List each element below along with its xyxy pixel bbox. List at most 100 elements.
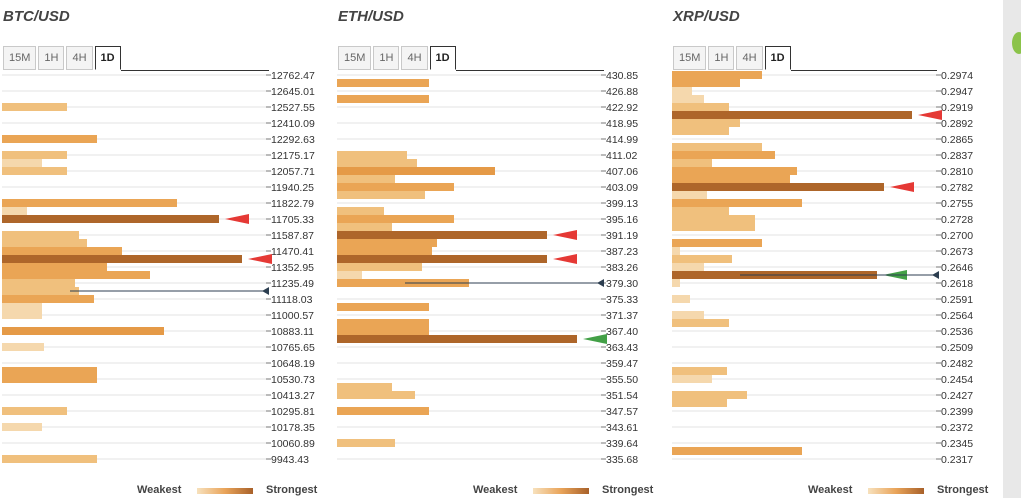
confluence-bar <box>672 247 680 255</box>
tick-label: 430.85 <box>606 70 638 82</box>
timeframe-tabs: 15M 1H 4H 1D <box>3 46 123 70</box>
tick-label: 0.2673 <box>941 246 973 258</box>
confluence-bar <box>672 167 797 175</box>
legend-strongest: Strongest <box>602 484 654 496</box>
confluence-bar <box>672 263 704 271</box>
tick-label: 0.2919 <box>941 102 973 114</box>
tick-label: 363.43 <box>606 342 638 354</box>
resistance-marker-icon <box>890 182 914 192</box>
confluence-bar <box>672 183 884 191</box>
tick-label: 0.2892 <box>941 118 973 130</box>
tick-label: 375.33 <box>606 294 638 306</box>
legend-gradient <box>533 488 589 494</box>
tick-label: 414.99 <box>606 134 638 146</box>
timeframe-tabs: 15M 1H 4H 1D <box>673 46 793 70</box>
tick-label: 0.2974 <box>941 70 973 82</box>
tab-15m[interactable]: 15M <box>3 46 37 70</box>
confluence-bar <box>672 295 690 303</box>
tab-1h[interactable]: 1H <box>38 46 65 70</box>
tick-label: 0.2646 <box>941 262 973 274</box>
tick-label: 0.2728 <box>941 214 973 226</box>
tab-1h[interactable]: 1H <box>373 46 400 70</box>
tick-label: 335.68 <box>606 454 638 466</box>
tick-label: 0.2782 <box>941 182 973 194</box>
tab-15m[interactable]: 15M <box>673 46 707 70</box>
panel-title: ETH/USD <box>338 8 404 25</box>
tick-label: 383.26 <box>606 262 638 274</box>
confluence-bar <box>2 199 177 207</box>
confluence-bar <box>672 79 740 87</box>
confluence-chart: 0.2974 0.2947 0.2919 0.2892 0.2865 0.2837 0.28… <box>672 70 973 466</box>
resistance-marker-icon <box>918 110 942 120</box>
tab-1d[interactable]: 1D <box>429 46 456 70</box>
confluence-bar <box>337 439 395 447</box>
legend-strongest: Strongest <box>937 484 989 496</box>
confluence-bar <box>672 375 712 383</box>
tick-label: 0.2399 <box>941 406 973 418</box>
tab-4h[interactable]: 4H <box>401 46 428 70</box>
tick-label: 379.30 <box>606 278 638 290</box>
tab-1d[interactable]: 1D <box>764 46 791 70</box>
tab-15m[interactable]: 15M <box>338 46 372 70</box>
confluence-bar <box>2 255 242 263</box>
tick-label: 0.2810 <box>941 166 973 178</box>
confluence-bar <box>672 191 707 199</box>
tick-label: 11940.25 <box>271 182 314 194</box>
confluence-bar <box>337 159 417 167</box>
confluence-bar <box>2 271 150 279</box>
confluence-bar <box>672 447 802 455</box>
tick-label: 407.06 <box>606 166 638 178</box>
tick-label: 12292.63 <box>271 134 315 146</box>
tick-label: 0.2564 <box>941 310 973 322</box>
confluence-bar <box>672 239 762 247</box>
tick-label: 399.13 <box>606 198 638 210</box>
tick-label: 11705.33 <box>271 214 314 226</box>
panel-title: BTC/USD <box>3 8 70 25</box>
confluence-bar <box>672 95 704 103</box>
confluence-bar <box>337 215 454 223</box>
tab-underline <box>456 70 604 71</box>
confluence-bar <box>2 103 67 111</box>
tick-label: 0.2509 <box>941 342 973 354</box>
tick-label: 11470.41 <box>271 246 314 258</box>
tab-4h[interactable]: 4H <box>66 46 93 70</box>
tick-label: 10295.81 <box>271 406 315 418</box>
confluence-bar <box>2 247 122 255</box>
tick-label: 10530.73 <box>271 374 315 386</box>
confluence-bar <box>337 255 547 263</box>
confluence-bar <box>672 143 762 151</box>
confluence-bar <box>337 239 437 247</box>
confluence-bar <box>2 215 219 223</box>
confluence-bar <box>337 271 362 279</box>
confluence-bar <box>672 175 790 183</box>
tick-label: 387.23 <box>606 246 638 258</box>
tab-1h[interactable]: 1H <box>708 46 735 70</box>
confluence-bar <box>2 367 97 375</box>
tick-label: 355.50 <box>606 374 638 386</box>
confluence-bar <box>672 159 712 167</box>
tick-label: 403.09 <box>606 182 638 194</box>
tick-label: 391.19 <box>606 230 638 242</box>
tick-label: 418.95 <box>606 118 638 130</box>
confluence-bar <box>337 335 577 343</box>
confluence-chart: 12762.47 12645.01 12527.55 12410.09 12292.63… <box>2 70 315 466</box>
tick-label: 12527.55 <box>271 102 315 114</box>
confluence-bar <box>337 207 384 215</box>
tick-label: 10648.19 <box>271 358 315 370</box>
confluence-bar <box>2 151 67 159</box>
timeframe-tabs: 15M 1H 4H 1D <box>338 46 458 70</box>
tick-label: 422.92 <box>606 102 638 114</box>
tick-label: 10883.11 <box>271 326 314 338</box>
tick-label: 0.2837 <box>941 150 973 162</box>
confluence-bar <box>672 391 747 399</box>
tab-4h[interactable]: 4H <box>736 46 763 70</box>
tick-label: 351.54 <box>606 390 638 402</box>
tick-label: 0.2591 <box>941 294 973 306</box>
tab-1d[interactable]: 1D <box>94 46 121 70</box>
tick-label: 343.61 <box>606 422 638 434</box>
tick-label: 10413.27 <box>271 390 315 402</box>
confluence-bar <box>337 279 469 287</box>
tick-label: 426.88 <box>606 86 638 98</box>
confluence-bar <box>337 383 392 391</box>
window-edge <box>1003 0 1021 498</box>
